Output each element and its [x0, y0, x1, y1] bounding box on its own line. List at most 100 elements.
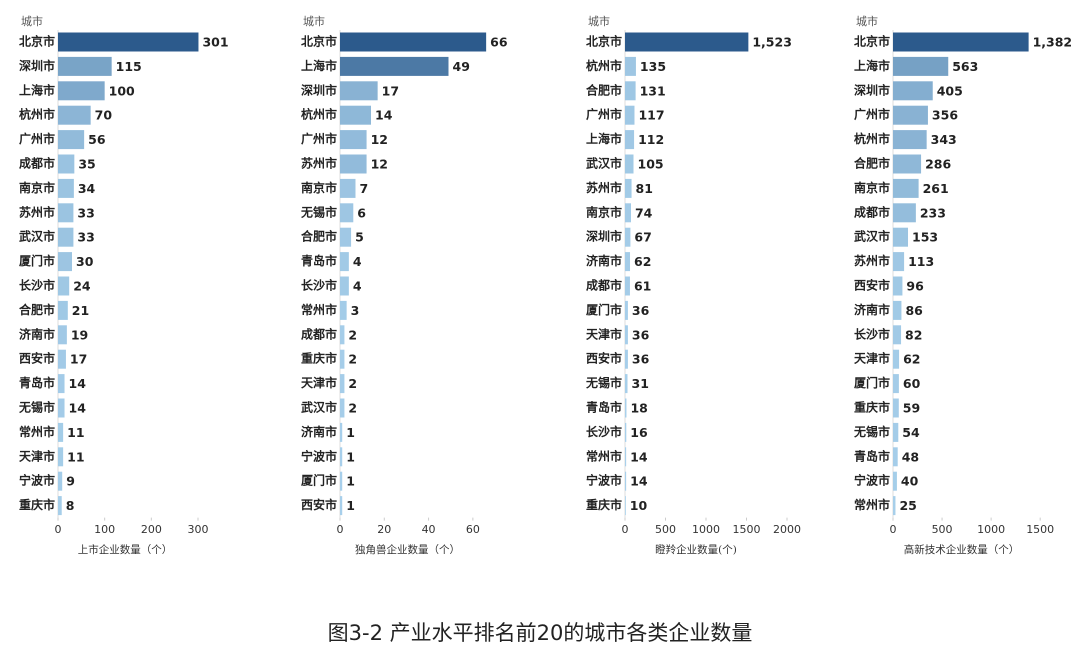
x-tick-label: 1000 [692, 523, 720, 536]
bar [893, 496, 896, 516]
value-label: 67 [634, 230, 651, 245]
y-tick-label: 长沙市 [301, 278, 337, 293]
y-tick-label: 武汉市 [586, 156, 622, 171]
bar [625, 154, 634, 174]
bar [625, 374, 628, 394]
bar [58, 32, 199, 52]
value-label: 74 [635, 205, 653, 220]
bar [340, 81, 378, 101]
value-label: 56 [88, 132, 106, 147]
y-tick-label: 深圳市 [586, 229, 622, 244]
x-tick-label: 1000 [977, 523, 1005, 536]
x-axis-title: 高新技术企业数量（个） [904, 543, 1020, 556]
value-label: 61 [634, 279, 651, 294]
bar [58, 471, 63, 491]
y-tick-label: 广州市 [854, 107, 890, 122]
value-label: 117 [638, 108, 664, 123]
y-tick-label: 苏州市 [586, 180, 622, 195]
x-axis-title: 独角兽企业数量（个） [355, 543, 460, 556]
y-tick-label: 西安市 [854, 278, 890, 293]
value-label: 301 [202, 35, 228, 50]
y-tick-label: 北京市 [301, 34, 337, 49]
value-label: 10 [630, 498, 648, 513]
bar [340, 398, 345, 418]
y-tick-label: 济南市 [586, 253, 622, 268]
bar [340, 154, 367, 174]
y-tick-label: 青岛市 [586, 400, 622, 415]
y-tick-label: 无锡市 [585, 375, 622, 390]
bar [893, 227, 909, 247]
bar [340, 227, 352, 247]
bar [340, 471, 343, 491]
bar [625, 252, 631, 272]
y-tick-label: 常州市 [854, 497, 890, 512]
y-tick-label: 上海市 [586, 131, 622, 146]
y-tick-label: 杭州市 [301, 107, 337, 122]
y-tick-label: 重庆市 [19, 497, 55, 512]
y-tick-label: 无锡市 [18, 400, 55, 415]
y-tick-label: 西安市 [19, 351, 55, 366]
value-label: 135 [640, 59, 666, 74]
y-axis-title: 城市 [588, 14, 610, 28]
x-tick-label: 0 [890, 523, 897, 536]
y-tick-label: 厦门市 [19, 253, 55, 268]
y-axis-title: 城市 [303, 14, 325, 28]
bar [58, 374, 65, 394]
bar [625, 349, 628, 369]
bar [340, 422, 343, 442]
bar [58, 447, 64, 467]
value-label: 6 [357, 205, 366, 220]
value-label: 14 [630, 449, 648, 464]
x-tick-label: 500 [655, 523, 676, 536]
y-tick-label: 济南市 [19, 326, 55, 341]
y-tick-label: 天津市 [854, 351, 890, 366]
y-tick-label: 宁波市 [586, 473, 622, 488]
figure-caption: 图3-2 产业水平排名前20的城市各类企业数量 [328, 621, 753, 645]
value-label: 8 [66, 498, 75, 513]
bar [58, 178, 74, 198]
y-tick-label: 重庆市 [586, 497, 622, 512]
x-tick-label: 1500 [1026, 523, 1054, 536]
bar [340, 105, 371, 125]
value-label: 12 [371, 157, 388, 172]
bar [893, 398, 899, 418]
x-tick-label: 0 [622, 523, 629, 536]
bar [625, 130, 635, 150]
bar [58, 276, 70, 296]
value-label: 30 [76, 254, 94, 269]
bar [340, 32, 487, 52]
y-tick-label: 武汉市 [854, 229, 890, 244]
value-label: 131 [640, 83, 666, 98]
y-tick-label: 苏州市 [301, 156, 337, 171]
x-tick-label: 0 [337, 523, 344, 536]
y-tick-label: 北京市 [19, 34, 55, 49]
bar [340, 130, 367, 150]
bar [893, 105, 928, 125]
y-axis-title: 城市 [21, 14, 43, 28]
bar [893, 178, 919, 198]
value-label: 12 [371, 132, 388, 147]
value-label: 100 [109, 83, 135, 98]
y-tick-label: 天津市 [19, 448, 55, 463]
bar [58, 300, 68, 320]
y-tick-label: 成都市 [19, 156, 55, 171]
bar [625, 227, 631, 247]
value-label: 153 [912, 230, 938, 245]
y-tick-label: 武汉市 [301, 400, 337, 415]
bar [893, 447, 898, 467]
value-label: 17 [382, 83, 399, 98]
bar [58, 325, 67, 345]
bar [893, 300, 902, 320]
value-label: 19 [71, 327, 88, 342]
value-label: 11 [67, 449, 84, 464]
bar [893, 374, 899, 394]
value-label: 54 [902, 425, 920, 440]
value-label: 62 [634, 254, 651, 269]
y-tick-label: 合肥市 [586, 82, 622, 97]
y-tick-label: 青岛市 [301, 253, 337, 268]
value-label: 112 [638, 132, 664, 147]
bar [625, 398, 627, 418]
bar [625, 496, 626, 516]
value-label: 24 [73, 279, 91, 294]
